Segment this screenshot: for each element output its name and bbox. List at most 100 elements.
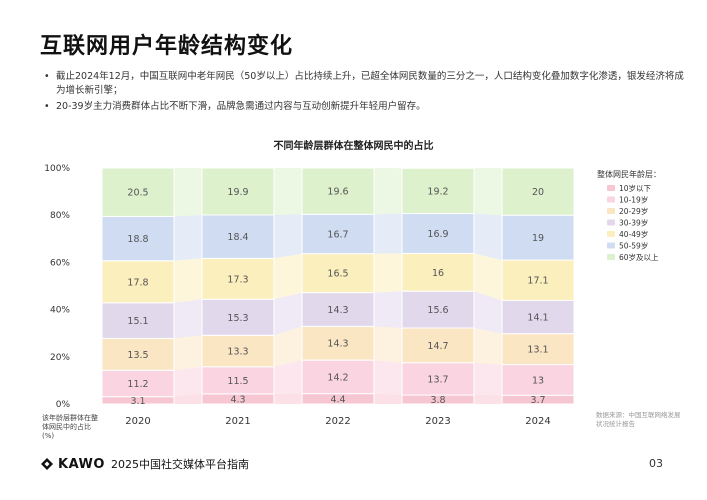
bar-segment bbox=[101, 302, 175, 339]
data-label: 13 bbox=[532, 375, 544, 386]
data-label: 14.3 bbox=[327, 339, 348, 350]
x-tick-label: 2020 bbox=[125, 416, 150, 427]
data-label: 17.1 bbox=[527, 276, 548, 287]
x-tick-label: 2021 bbox=[225, 416, 250, 427]
legend-title: 整体网民年龄层： bbox=[597, 169, 661, 179]
bar-segment bbox=[101, 260, 175, 304]
bar-segment bbox=[301, 167, 375, 215]
data-label: 13.7 bbox=[427, 374, 448, 385]
bar-segment bbox=[301, 359, 375, 395]
axis-note: 该年龄层群体在整体网民中的占比(%) bbox=[42, 414, 98, 440]
connector-band bbox=[274, 326, 302, 367]
connector-band bbox=[174, 214, 202, 261]
bar-segment bbox=[201, 167, 275, 216]
data-label: 3.1 bbox=[130, 396, 145, 407]
data-label: 11.5 bbox=[227, 376, 248, 387]
y-tick-label: 80% bbox=[50, 211, 70, 221]
data-label: 14.7 bbox=[427, 341, 448, 352]
y-tick-label: 40% bbox=[50, 306, 70, 316]
footer-text: 2025中国社交媒体平台指南 bbox=[110, 458, 249, 471]
data-label: 16.9 bbox=[427, 229, 448, 240]
legend-label: 30-39岁 bbox=[619, 218, 648, 228]
bar-segment bbox=[201, 334, 275, 368]
brand-name: KAWO bbox=[58, 456, 105, 472]
connector-band bbox=[474, 395, 502, 404]
page-title: 互联网用户年龄结构变化 bbox=[40, 34, 294, 59]
data-label: 14.2 bbox=[327, 372, 348, 383]
bar-segment bbox=[401, 362, 475, 396]
data-label: 4.4 bbox=[330, 394, 345, 405]
connector-band bbox=[374, 291, 402, 329]
connector-band bbox=[174, 393, 202, 404]
connector-band bbox=[274, 360, 302, 394]
connector-band bbox=[474, 362, 502, 396]
y-tick-label: 60% bbox=[50, 258, 70, 268]
data-label: 17.3 bbox=[227, 274, 248, 285]
connector-band bbox=[174, 299, 202, 339]
connector-band bbox=[374, 326, 402, 363]
data-label: 19.9 bbox=[227, 187, 248, 198]
bar-segment bbox=[201, 298, 275, 336]
data-label: 13.3 bbox=[227, 347, 248, 358]
connector-band bbox=[374, 213, 402, 254]
bar-segment bbox=[401, 327, 475, 364]
legend-label: 60岁及以上 bbox=[619, 252, 659, 262]
connector-band bbox=[474, 168, 502, 216]
legend-label: 40-49岁 bbox=[619, 229, 648, 239]
legend-swatch bbox=[607, 208, 615, 214]
data-label: 19 bbox=[532, 233, 544, 244]
connector-band bbox=[274, 168, 302, 215]
connector-band bbox=[274, 292, 302, 336]
data-label: 11.2 bbox=[127, 379, 148, 390]
connector-band bbox=[174, 258, 202, 303]
bar-segment bbox=[101, 167, 175, 217]
data-label: 16.7 bbox=[327, 229, 348, 240]
connector-band bbox=[474, 253, 502, 301]
connector-band bbox=[274, 393, 302, 404]
bar-segment bbox=[301, 325, 375, 361]
legend-swatch bbox=[607, 196, 615, 203]
legend-label: 20-29岁 bbox=[619, 206, 648, 216]
connector-band bbox=[174, 168, 202, 217]
bar-segment bbox=[201, 366, 275, 395]
bar-segment bbox=[501, 259, 575, 301]
data-label: 15.1 bbox=[127, 316, 148, 327]
connector-band bbox=[274, 253, 302, 300]
y-tick-label: 100% bbox=[44, 164, 70, 174]
connector-band bbox=[274, 214, 302, 259]
bar-segment bbox=[201, 214, 275, 259]
connector-band bbox=[174, 366, 202, 397]
connector-band bbox=[474, 213, 502, 261]
y-tick-label: 20% bbox=[50, 353, 70, 363]
y-tick-label: 0% bbox=[56, 400, 71, 410]
data-label: 19.6 bbox=[327, 187, 348, 198]
summary-bullets: 截止2024年12月，中国互联网中老年网民（50岁以上）占比持续上升，已超全体网… bbox=[44, 70, 684, 116]
data-label: 19.2 bbox=[427, 186, 448, 197]
connector-band bbox=[374, 253, 402, 293]
bar-segment bbox=[301, 253, 375, 294]
data-label: 20.5 bbox=[127, 188, 148, 199]
legend-swatch bbox=[607, 242, 615, 249]
data-label: 13.1 bbox=[527, 345, 548, 356]
legend-label: 50-59岁 bbox=[619, 241, 648, 251]
chart-title: 不同年龄层群体在整体网民中的占比 bbox=[273, 141, 434, 152]
data-label: 13.5 bbox=[127, 350, 148, 361]
data-label: 3.8 bbox=[430, 395, 445, 406]
legend-label: 10岁以下 bbox=[619, 183, 652, 193]
data-label: 15.3 bbox=[227, 313, 248, 324]
legend-swatch bbox=[607, 254, 615, 260]
bar-segment bbox=[501, 364, 575, 396]
bar-segment bbox=[501, 333, 575, 366]
data-label: 17.8 bbox=[127, 277, 148, 288]
connector-band bbox=[474, 328, 502, 365]
legend-swatch bbox=[607, 231, 615, 237]
data-label: 16.5 bbox=[327, 269, 348, 280]
bar-segment bbox=[301, 213, 375, 255]
legend-swatch bbox=[607, 219, 615, 226]
legend-label: 10-19岁 bbox=[619, 195, 648, 205]
footer: KAWO 2025中国社交媒体平台指南 bbox=[40, 456, 249, 472]
page-number: 03 bbox=[649, 457, 663, 470]
legend-swatch bbox=[607, 185, 615, 191]
bar-segment bbox=[501, 167, 575, 216]
